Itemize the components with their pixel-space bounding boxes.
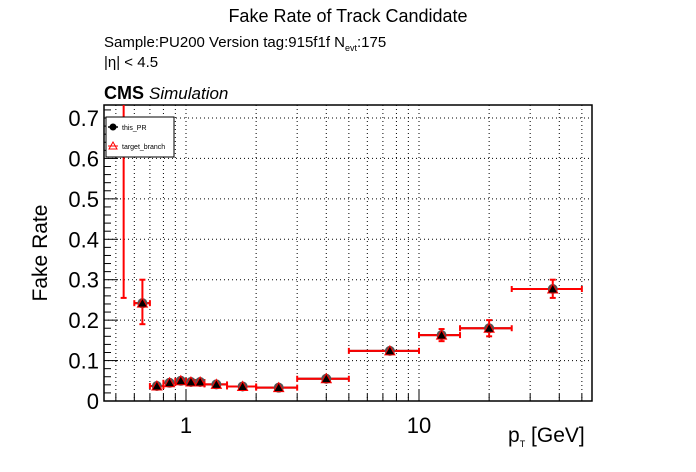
- y-tick-label: 0.3: [68, 268, 99, 293]
- marker-target-branch: [194, 375, 206, 387]
- chart-title: Fake Rate of Track Candidate: [228, 6, 468, 26]
- x-tick-label: 10: [407, 413, 431, 438]
- marker-target-branch: [272, 381, 285, 393]
- eta-cut: |η| < 4.5: [104, 54, 159, 71]
- y-tick-label: 0.1: [68, 349, 99, 374]
- marker-target-branch: [236, 380, 249, 391]
- y-tick-label: 0.7: [68, 106, 99, 131]
- x-axis-label: pT [GeV]: [508, 424, 585, 449]
- y-tick-label: 0.2: [68, 308, 99, 333]
- nevt-value: :175: [357, 34, 387, 51]
- y-tick-label: 0.5: [68, 187, 99, 212]
- x-label-sub: T: [519, 439, 526, 450]
- y-tick-label: 0.6: [68, 146, 99, 171]
- marker-target-branch: [119, 73, 129, 82]
- marker-target-branch: [136, 297, 149, 308]
- nevt-subscript: evt: [344, 43, 357, 53]
- marker-target-branch: [435, 329, 448, 340]
- x-label-p: p: [508, 424, 520, 447]
- x-tick-label: 1: [180, 413, 192, 438]
- marker-target-branch: [151, 380, 163, 391]
- cms-label: CMS Simulation: [104, 83, 228, 104]
- marker-target-branch: [174, 374, 187, 386]
- y-tick-label: 0: [87, 389, 99, 414]
- marker-target-branch: [185, 375, 197, 387]
- marker-target-branch: [483, 322, 495, 333]
- legend-label: target_branch: [122, 144, 165, 151]
- marker-target-branch: [163, 376, 176, 388]
- simulation-text: Simulation: [149, 84, 229, 103]
- legend-label: this_PR: [122, 125, 147, 132]
- marker-target-branch: [546, 282, 559, 294]
- marker-target-branch: [210, 378, 223, 389]
- marker-target-branch: [320, 372, 333, 384]
- legend-box: [105, 116, 175, 158]
- cms-text: CMS: [104, 83, 144, 103]
- marker-this-pr: [119, 73, 129, 83]
- sample-info: Sample:PU200 Version tag:915f1f Nevt:175: [104, 34, 386, 53]
- x-label-unit: [GeV]: [525, 424, 585, 447]
- sample-info-text: Sample:PU200 Version tag:915f1f N: [104, 34, 345, 51]
- y-tick-label: 0.4: [68, 227, 99, 252]
- plot-frame: [103, 104, 593, 402]
- data-points: [119, 73, 583, 393]
- marker-target-branch: [384, 344, 396, 356]
